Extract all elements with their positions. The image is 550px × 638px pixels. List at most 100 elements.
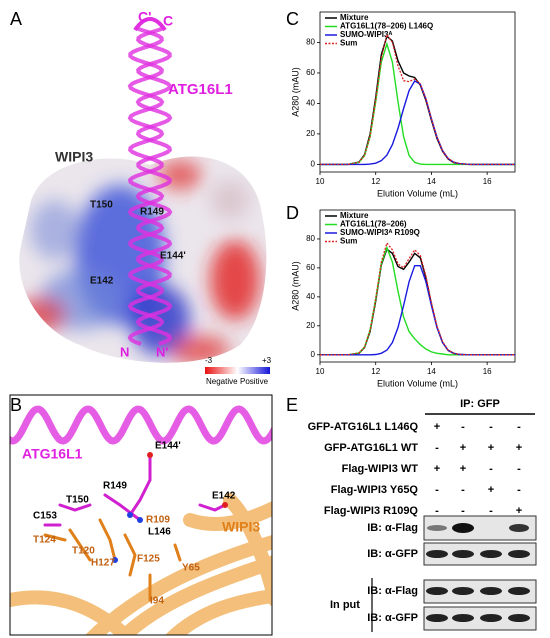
- label: E142: [90, 276, 114, 287]
- row-label: Flag-WIPI3 R109Q: [324, 505, 419, 517]
- y-tick-label: 20: [306, 321, 315, 330]
- colorbar-positive: Positive: [240, 377, 269, 386]
- label: T150: [90, 200, 113, 211]
- sign: -: [461, 484, 465, 496]
- label: T120: [72, 546, 95, 557]
- legend-label: ATG16L1(78–206) L146Q: [340, 22, 433, 31]
- x-tick-label: 10: [316, 367, 325, 376]
- label: WIPI3: [222, 519, 260, 535]
- y-axis-label: A280 (mAU): [290, 67, 300, 117]
- sign: +: [516, 505, 522, 517]
- blots: [371, 515, 537, 632]
- label: T124: [33, 535, 56, 546]
- legend-label: SUMO-WIPI3ᴬ R109Q: [340, 228, 420, 237]
- blot-label: IB: α-Flag: [367, 585, 418, 597]
- sign: -: [461, 505, 465, 517]
- helix-loop: [133, 17, 167, 32]
- y-tick-label: 60: [306, 68, 315, 77]
- x-axis-label: Elution Volume (mL): [377, 378, 458, 388]
- sign: +: [460, 463, 466, 475]
- panel-label: E: [286, 395, 298, 415]
- structure-detail: [10, 395, 272, 635]
- series-line: [320, 41, 515, 166]
- label: E142: [212, 491, 236, 502]
- sign: -: [489, 421, 493, 433]
- blot-label: IB: α-GFP: [367, 612, 418, 624]
- legend-label: Sum: [340, 39, 357, 48]
- plot-frame: [319, 11, 516, 173]
- x-tick-label: 14: [427, 367, 436, 376]
- sign: +: [488, 484, 494, 496]
- x-tick-label: 12: [371, 177, 380, 186]
- series-line: [320, 247, 515, 356]
- label: I94: [150, 596, 164, 607]
- sign: +: [460, 442, 466, 454]
- row-label: GFP-ATG16L1 WT: [324, 442, 418, 454]
- label: C': [138, 9, 151, 25]
- input-label: In put: [330, 599, 360, 611]
- label: T150: [66, 495, 89, 506]
- sign: +: [434, 463, 440, 475]
- legend-label: ATG16L1(78–206): [340, 220, 407, 229]
- label: WIPI3: [55, 149, 93, 165]
- panel-label: A: [10, 9, 22, 29]
- label: ATG16L1: [22, 446, 83, 462]
- label: E144': [155, 441, 181, 452]
- y-tick-label: 80: [306, 234, 315, 243]
- x-tick-label: 10: [316, 177, 325, 186]
- legend-label: SUMO-WIPI3ᴬ: [340, 30, 392, 39]
- series-line: [320, 33, 515, 166]
- sign: -: [517, 463, 521, 475]
- label: C153: [33, 511, 57, 522]
- blot-label: IB: α-GFP: [367, 548, 418, 560]
- row-label: Flag-WIPI3 WT: [342, 463, 419, 475]
- sign: -: [461, 421, 465, 433]
- y-tick-label: 0: [311, 159, 316, 168]
- colorbar-max: +3: [262, 356, 272, 365]
- series-line: [320, 80, 515, 166]
- y-axis-label: A280 (mAU): [290, 261, 300, 311]
- sign: +: [488, 442, 494, 454]
- helix-strand: [127, 26, 165, 346]
- label: R149: [140, 207, 164, 218]
- label: Y65: [182, 563, 200, 574]
- row-label: Flag-WIPI3 Y65Q: [331, 484, 419, 496]
- sign: -: [435, 505, 439, 517]
- blot-label: IB: α-Flag: [367, 522, 418, 534]
- label: R109: [146, 515, 170, 526]
- colorbar-gradient: [205, 367, 270, 374]
- sign: -: [517, 484, 521, 496]
- series-line: [320, 245, 515, 356]
- sign: -: [517, 421, 521, 433]
- x-tick-label: 16: [483, 367, 492, 376]
- colorbar: [205, 367, 270, 374]
- label: H127: [91, 558, 115, 569]
- helix-strand: [135, 26, 173, 346]
- colorbar-min: -3: [205, 356, 213, 365]
- x-axis-label: Elution Volume (mL): [377, 188, 458, 198]
- legend-label: Mixture: [340, 211, 369, 220]
- helix: [127, 17, 173, 346]
- label: R149: [103, 481, 127, 492]
- y-tick-label: 20: [306, 129, 315, 138]
- series-line: [320, 265, 515, 356]
- sign: +: [516, 442, 522, 454]
- row-label: GFP-ATG16L1 L146Q: [308, 421, 419, 433]
- label: F125: [137, 554, 160, 565]
- label: C: [163, 13, 173, 29]
- panel-label: C: [286, 9, 299, 29]
- legend-label: Sum: [340, 237, 357, 246]
- label: E144': [160, 251, 186, 262]
- x-tick-label: 12: [371, 367, 380, 376]
- x-tick-label: 16: [483, 177, 492, 186]
- sign: -: [489, 505, 493, 517]
- sign: -: [489, 463, 493, 475]
- series-line: [320, 241, 515, 356]
- label: N': [156, 344, 168, 359]
- ip-label: IP: GFP: [460, 398, 500, 410]
- y-tick-label: 80: [306, 38, 315, 47]
- label: L146: [148, 527, 171, 538]
- colorbar-negative: Negative: [206, 377, 238, 386]
